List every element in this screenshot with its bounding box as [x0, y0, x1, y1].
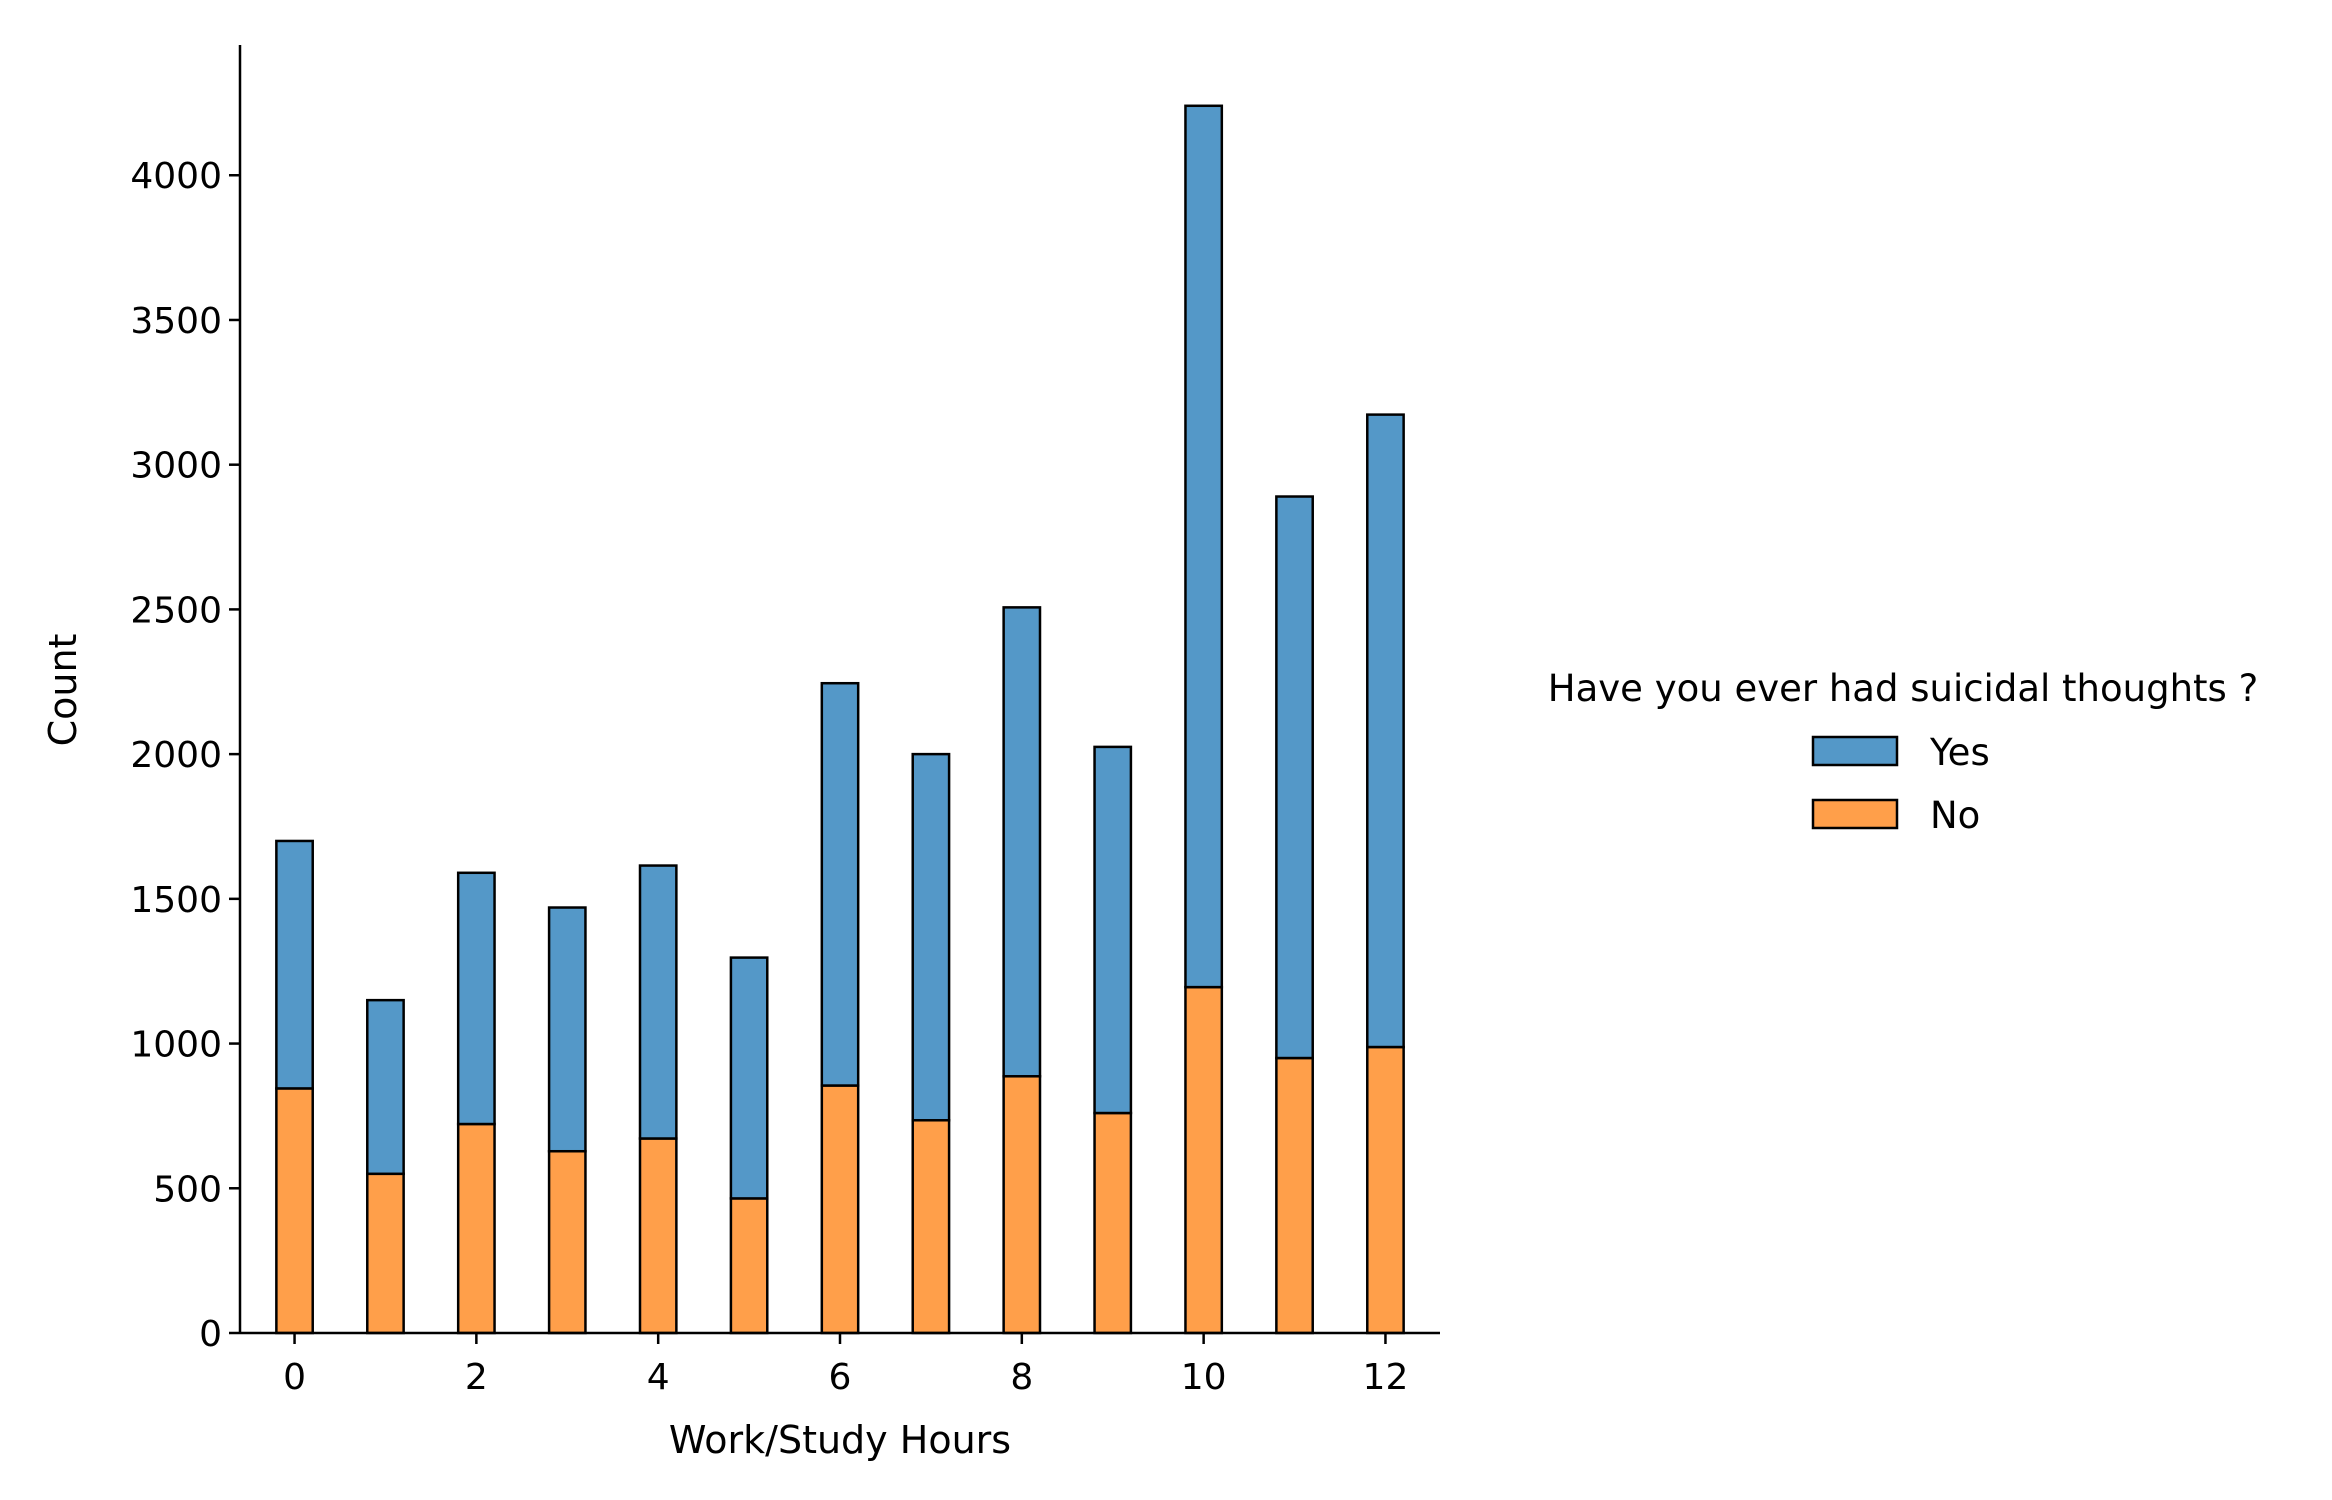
x-tick-label-12: 12	[1363, 1357, 1409, 1398]
bar-yes-9	[1093, 745, 1133, 1115]
bar-no-0	[275, 1087, 314, 1335]
bar-yes-6	[820, 681, 860, 1087]
bar-no-12	[1366, 1045, 1405, 1335]
bar-yes-7	[911, 752, 951, 1122]
y-ticks-group: 0 500 1000 1500 2000 2500 3000 3500 4000	[130, 156, 240, 1355]
bar-yes-8	[1002, 606, 1042, 1078]
x-ticks-group: 0 2 4 6 8 10 12	[283, 1333, 1408, 1398]
x-tick-label-10: 10	[1181, 1357, 1227, 1398]
bar-yes-10	[1184, 104, 1224, 989]
y-tick-label-500: 500	[153, 1169, 222, 1210]
bar-yes-5	[729, 956, 769, 1200]
legend: Have you ever had suicidal thoughts ? Ye…	[1548, 667, 2258, 837]
y-tick-label-2500: 2500	[130, 590, 222, 631]
y-tick-label-3500: 3500	[130, 301, 222, 342]
y-tick-label-4000: 4000	[130, 156, 222, 197]
legend-swatch-yes	[1811, 735, 1899, 767]
bar-no-1	[366, 1172, 405, 1335]
x-tick-label-0: 0	[283, 1357, 306, 1398]
bar-yes-3	[547, 906, 587, 1153]
y-tick-label-3000: 3000	[130, 446, 222, 487]
bar-no-8	[1002, 1075, 1042, 1335]
bar-yes-12	[1366, 413, 1405, 1049]
bar-yes-1	[366, 998, 405, 1176]
bar-yes-4	[638, 864, 678, 1140]
bar-no-6	[820, 1084, 860, 1335]
bar-no-4	[638, 1137, 678, 1335]
bar-no-3	[547, 1149, 587, 1335]
bar-no-9	[1093, 1111, 1133, 1335]
bar-no-11	[1275, 1056, 1314, 1335]
y-tick-label-1000: 1000	[130, 1025, 222, 1066]
bar-no-2	[456, 1122, 496, 1335]
bar-no-10	[1184, 985, 1224, 1335]
y-tick-label-1500: 1500	[130, 880, 222, 921]
legend-label-yes: Yes	[1929, 731, 1990, 774]
bar-no-7	[911, 1119, 951, 1335]
y-tick-label-0: 0	[199, 1314, 222, 1355]
bar-yes-0	[275, 839, 314, 1090]
x-tick-label-2: 2	[465, 1357, 488, 1398]
x-tick-label-4: 4	[647, 1357, 670, 1398]
x-axis-label: Work/Study Hours	[669, 1418, 1011, 1462]
legend-label-no: No	[1930, 794, 1980, 837]
x-tick-label-8: 8	[1010, 1357, 1033, 1398]
legend-title: Have you ever had suicidal thoughts ?	[1548, 667, 2258, 710]
y-axis-label: Count	[41, 634, 85, 747]
legend-swatch-no	[1811, 798, 1899, 830]
bar-yes-2	[456, 871, 496, 1126]
bars-group	[275, 104, 1405, 1335]
bar-yes-11	[1275, 495, 1314, 1060]
bar-no-5	[729, 1197, 769, 1335]
y-tick-label-2000: 2000	[130, 735, 222, 776]
x-tick-label-6: 6	[829, 1357, 852, 1398]
